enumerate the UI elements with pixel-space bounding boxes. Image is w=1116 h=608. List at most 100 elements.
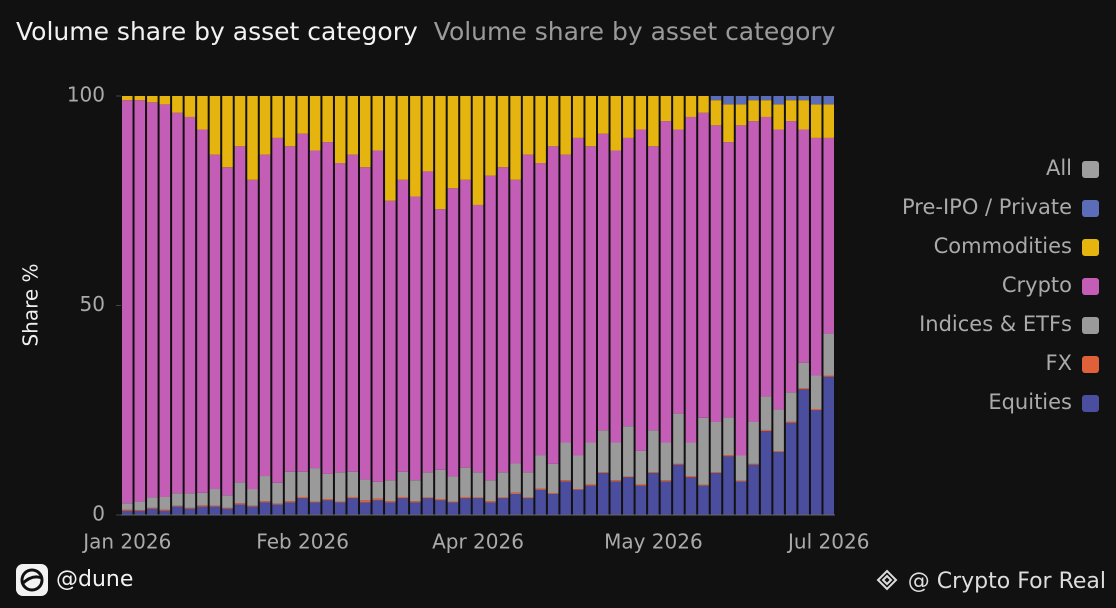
bar-segment bbox=[748, 100, 759, 122]
bar-segment bbox=[134, 100, 146, 502]
bar-segment bbox=[635, 450, 647, 485]
bar-segment bbox=[360, 96, 371, 168]
bar-segment bbox=[460, 498, 471, 515]
bar-segment bbox=[748, 96, 759, 101]
bar-segment bbox=[823, 376, 834, 515]
bar-segment bbox=[259, 154, 271, 477]
bar-segment bbox=[472, 498, 484, 515]
bar-segment bbox=[197, 129, 208, 493]
bar-segment bbox=[698, 484, 709, 486]
bar-segment bbox=[485, 96, 496, 176]
bar-segment bbox=[798, 388, 809, 390]
bar-segment bbox=[435, 500, 446, 515]
bar-segment bbox=[309, 468, 321, 502]
bar-segment bbox=[723, 142, 734, 418]
bar-segment bbox=[510, 96, 521, 180]
bar-segment bbox=[823, 137, 834, 334]
bar-segment bbox=[585, 96, 596, 147]
bar-segment bbox=[610, 480, 622, 482]
bar-segment bbox=[122, 96, 133, 101]
bar-segment bbox=[798, 100, 809, 130]
legend-label: Equities bbox=[988, 390, 1072, 414]
bar-segment bbox=[785, 100, 797, 122]
bar-segment bbox=[322, 96, 333, 143]
bar-segment bbox=[272, 96, 283, 138]
bar-segment bbox=[760, 431, 772, 515]
bar-segment bbox=[572, 489, 584, 490]
bar-segment bbox=[710, 472, 722, 474]
bar-segment bbox=[422, 171, 434, 473]
bar-segment bbox=[623, 426, 634, 477]
bar-segment bbox=[535, 488, 546, 490]
dune-logo bbox=[16, 564, 48, 596]
bar-segment bbox=[623, 137, 634, 427]
bar-segment bbox=[785, 422, 797, 515]
bar-segment bbox=[284, 502, 296, 515]
bar-segment bbox=[272, 482, 283, 504]
bar-segment bbox=[472, 204, 484, 473]
bar-segment bbox=[322, 473, 333, 500]
bar-segment bbox=[447, 96, 459, 189]
bar-segment bbox=[347, 96, 358, 155]
bar-segment bbox=[234, 503, 246, 505]
bar-segment bbox=[510, 179, 521, 464]
bar-segment bbox=[560, 154, 571, 443]
bar-segment bbox=[610, 96, 622, 151]
bar-segment bbox=[122, 509, 133, 511]
footer-right: @ Crypto For Real bbox=[908, 569, 1106, 594]
bar-segment bbox=[247, 506, 258, 515]
bar-segment bbox=[334, 502, 346, 515]
bar-segment bbox=[334, 163, 346, 473]
legend-swatch bbox=[1082, 161, 1099, 178]
bar-segment bbox=[585, 484, 596, 486]
bar-segment bbox=[535, 96, 546, 164]
bar-segment bbox=[648, 430, 659, 473]
bar-segment bbox=[648, 472, 659, 474]
bar-segment bbox=[460, 496, 471, 499]
bar-segment bbox=[760, 116, 772, 397]
bar-segment bbox=[385, 200, 396, 481]
bar-segment bbox=[209, 505, 221, 507]
legend-label: All bbox=[1046, 156, 1072, 180]
bar-segment bbox=[247, 489, 258, 506]
bar-segment bbox=[422, 96, 434, 172]
bar-segment bbox=[535, 163, 546, 456]
bar-segment bbox=[460, 467, 471, 497]
bar-segment bbox=[635, 485, 647, 515]
bar-segment bbox=[435, 96, 446, 210]
chart-title: Volume share by asset category bbox=[16, 17, 418, 46]
bar-segment bbox=[297, 498, 308, 515]
y-tick-label: 0 bbox=[92, 502, 105, 526]
bar-segment bbox=[660, 442, 672, 481]
bar-segment bbox=[773, 96, 784, 105]
chart-subtitle: Volume share by asset category bbox=[434, 17, 836, 46]
bar-segment bbox=[785, 392, 797, 422]
bar-segment bbox=[673, 413, 684, 464]
bar-segment bbox=[172, 96, 183, 113]
legend-label: FX bbox=[1046, 351, 1072, 375]
bar-segment bbox=[435, 469, 446, 500]
bar-segment bbox=[648, 473, 659, 515]
bar-segment bbox=[485, 175, 496, 481]
bar-segment bbox=[623, 476, 634, 478]
bar-segment bbox=[172, 506, 183, 515]
bar-segment bbox=[547, 493, 559, 495]
bar-segment bbox=[397, 471, 409, 497]
bar-segment bbox=[222, 167, 233, 496]
bar-segment bbox=[810, 137, 822, 376]
bar-segment bbox=[635, 484, 647, 486]
bar-segment bbox=[560, 96, 571, 155]
bar-segment bbox=[284, 471, 296, 502]
legend-swatch bbox=[1082, 317, 1099, 334]
x-tick-label: Jan 2026 bbox=[81, 530, 171, 554]
bar-segment bbox=[385, 480, 396, 502]
binance-icon bbox=[876, 569, 898, 591]
bar-segment bbox=[360, 502, 371, 515]
bar-segment bbox=[447, 188, 459, 477]
bar-segment bbox=[748, 463, 759, 465]
bar-segment bbox=[297, 496, 308, 499]
bar-segment bbox=[535, 455, 546, 489]
bar-segment bbox=[234, 96, 246, 147]
bar-segment bbox=[798, 362, 809, 389]
bar-segment bbox=[572, 489, 584, 515]
